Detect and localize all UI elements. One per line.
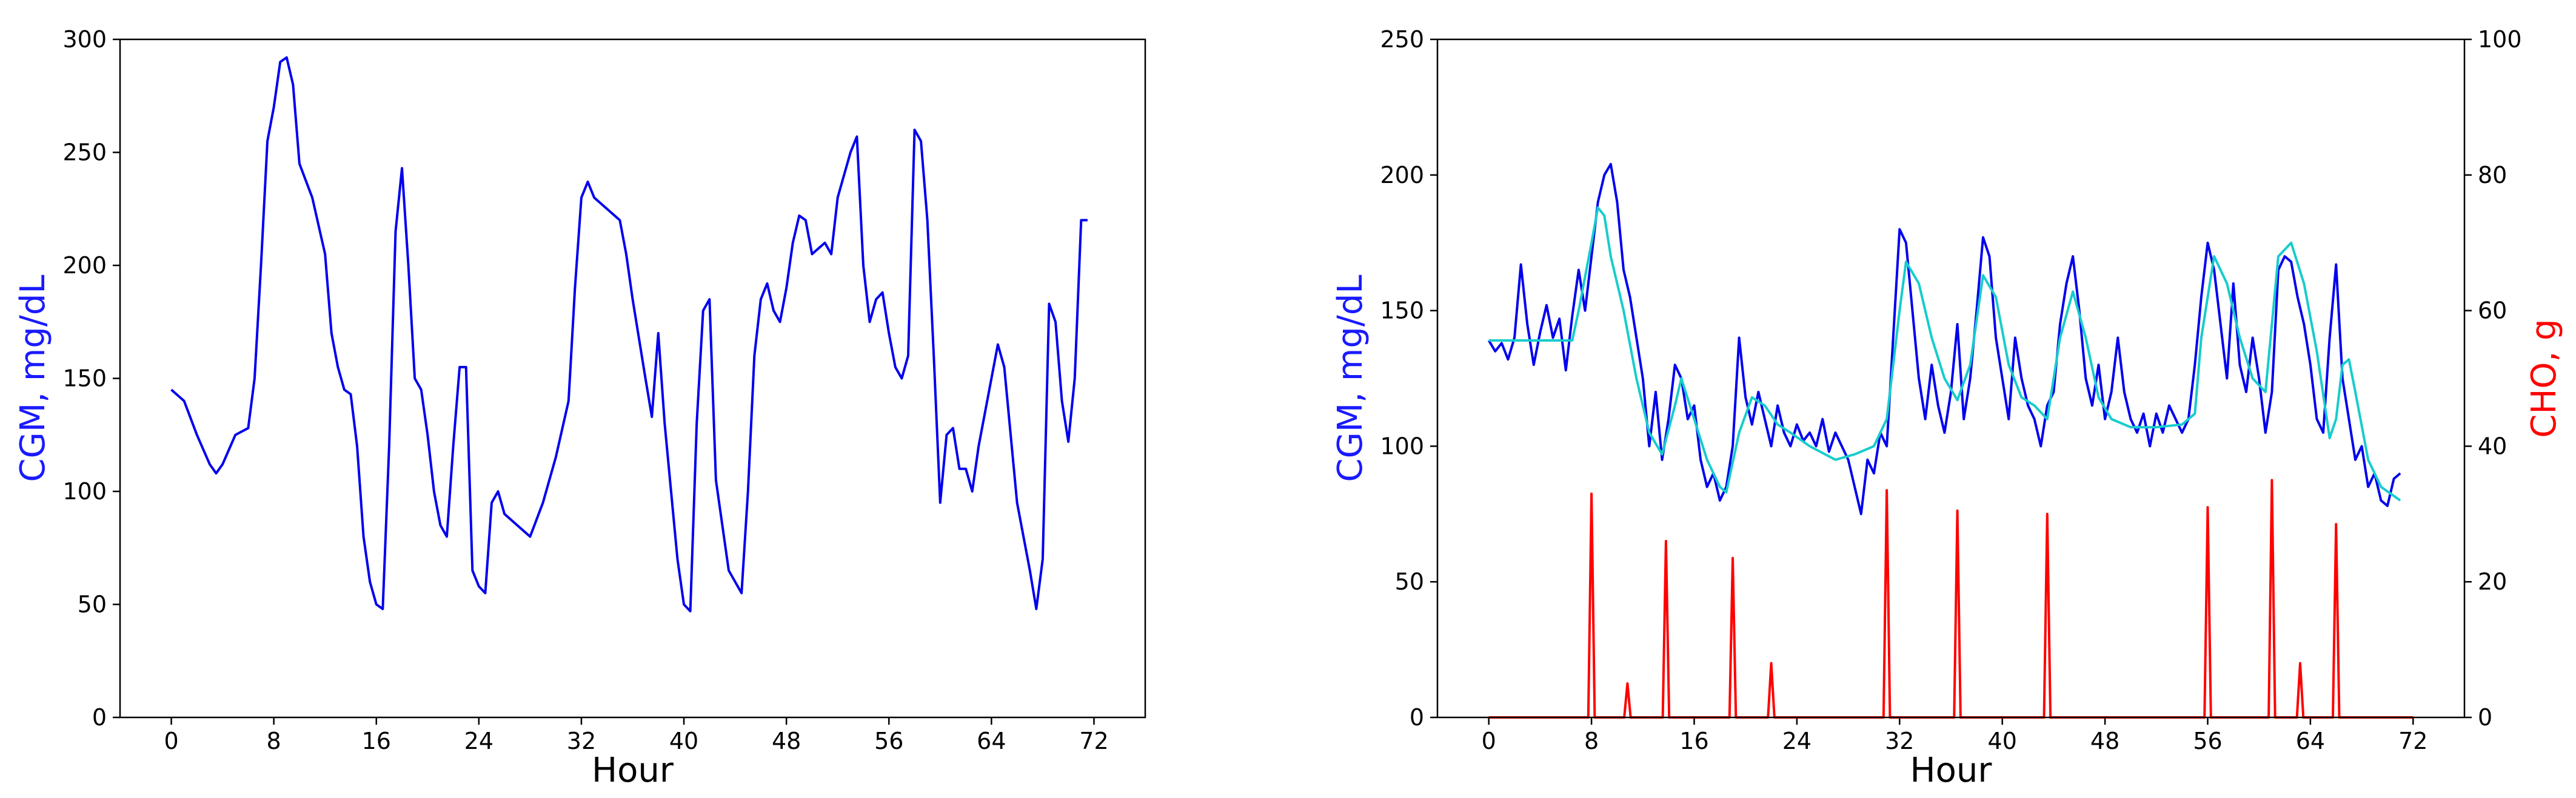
x-tick-label: 64 <box>977 728 1006 754</box>
y-tick-label: 0 <box>1410 704 1424 731</box>
y-tick-label: 100 <box>1380 433 1424 459</box>
x-tick-label: 16 <box>1679 728 1708 754</box>
x-tick-label: 40 <box>669 728 698 754</box>
x-tick-label: 40 <box>1988 728 2017 754</box>
y-tick-label: 50 <box>78 591 107 618</box>
y-tick-label: 200 <box>1380 162 1424 188</box>
y-tick-label: 50 <box>1395 568 1424 595</box>
x-tick-label: 56 <box>2193 728 2222 754</box>
y-axis-label: CGM, mg/dL <box>1331 274 1370 482</box>
x-tick-label: 32 <box>567 728 596 754</box>
x-tick-label: 8 <box>1584 728 1599 754</box>
y-tick-label: 300 <box>62 26 107 53</box>
y-tick-label: 150 <box>62 365 107 392</box>
data-line <box>1488 206 2401 502</box>
x-tick-label: 0 <box>1482 728 1496 754</box>
axes-frame <box>1436 38 2466 719</box>
data-line <box>1488 479 2414 719</box>
y-tick-label: 200 <box>62 252 107 279</box>
x-tick-label: 24 <box>464 728 493 754</box>
x-tick-label: 16 <box>362 728 391 754</box>
y2-tick-label: 0 <box>2478 704 2492 731</box>
x-tick-label: 56 <box>874 728 903 754</box>
x-tick-label: 72 <box>2398 728 2427 754</box>
x-tick-label: 48 <box>2090 728 2119 754</box>
x-tick-label: 48 <box>772 728 801 754</box>
y-tick-label: 100 <box>62 478 107 505</box>
x-tick-label: 72 <box>1079 728 1108 754</box>
y-tick-label: 150 <box>1380 298 1424 324</box>
x-tick-label: 32 <box>1885 728 1914 754</box>
y-tick-label: 250 <box>62 139 107 166</box>
x-tick-label: 64 <box>2296 728 2325 754</box>
y-tick-label: 250 <box>1380 26 1424 53</box>
y-axis-label: CGM, mg/dL <box>13 274 53 482</box>
data-line <box>170 56 1088 613</box>
y-tick-label: 0 <box>92 704 107 731</box>
y2-tick-label: 20 <box>2478 568 2507 595</box>
x-tick-label: 8 <box>267 728 281 754</box>
y2-tick-label: 100 <box>2478 26 2522 53</box>
x-axis-label: Hour <box>1910 751 1993 790</box>
x-tick-label: 24 <box>1782 728 1812 754</box>
y2-tick-label: 40 <box>2478 433 2507 459</box>
y2-tick-label: 60 <box>2478 298 2507 324</box>
axes-frame <box>119 38 1146 719</box>
y2-axis-label: CHO, g <box>2524 319 2564 437</box>
x-axis-label: Hour <box>592 751 674 790</box>
data-line <box>1487 162 2401 516</box>
y2-tick-label: 80 <box>2478 162 2507 188</box>
x-tick-label: 0 <box>164 728 178 754</box>
